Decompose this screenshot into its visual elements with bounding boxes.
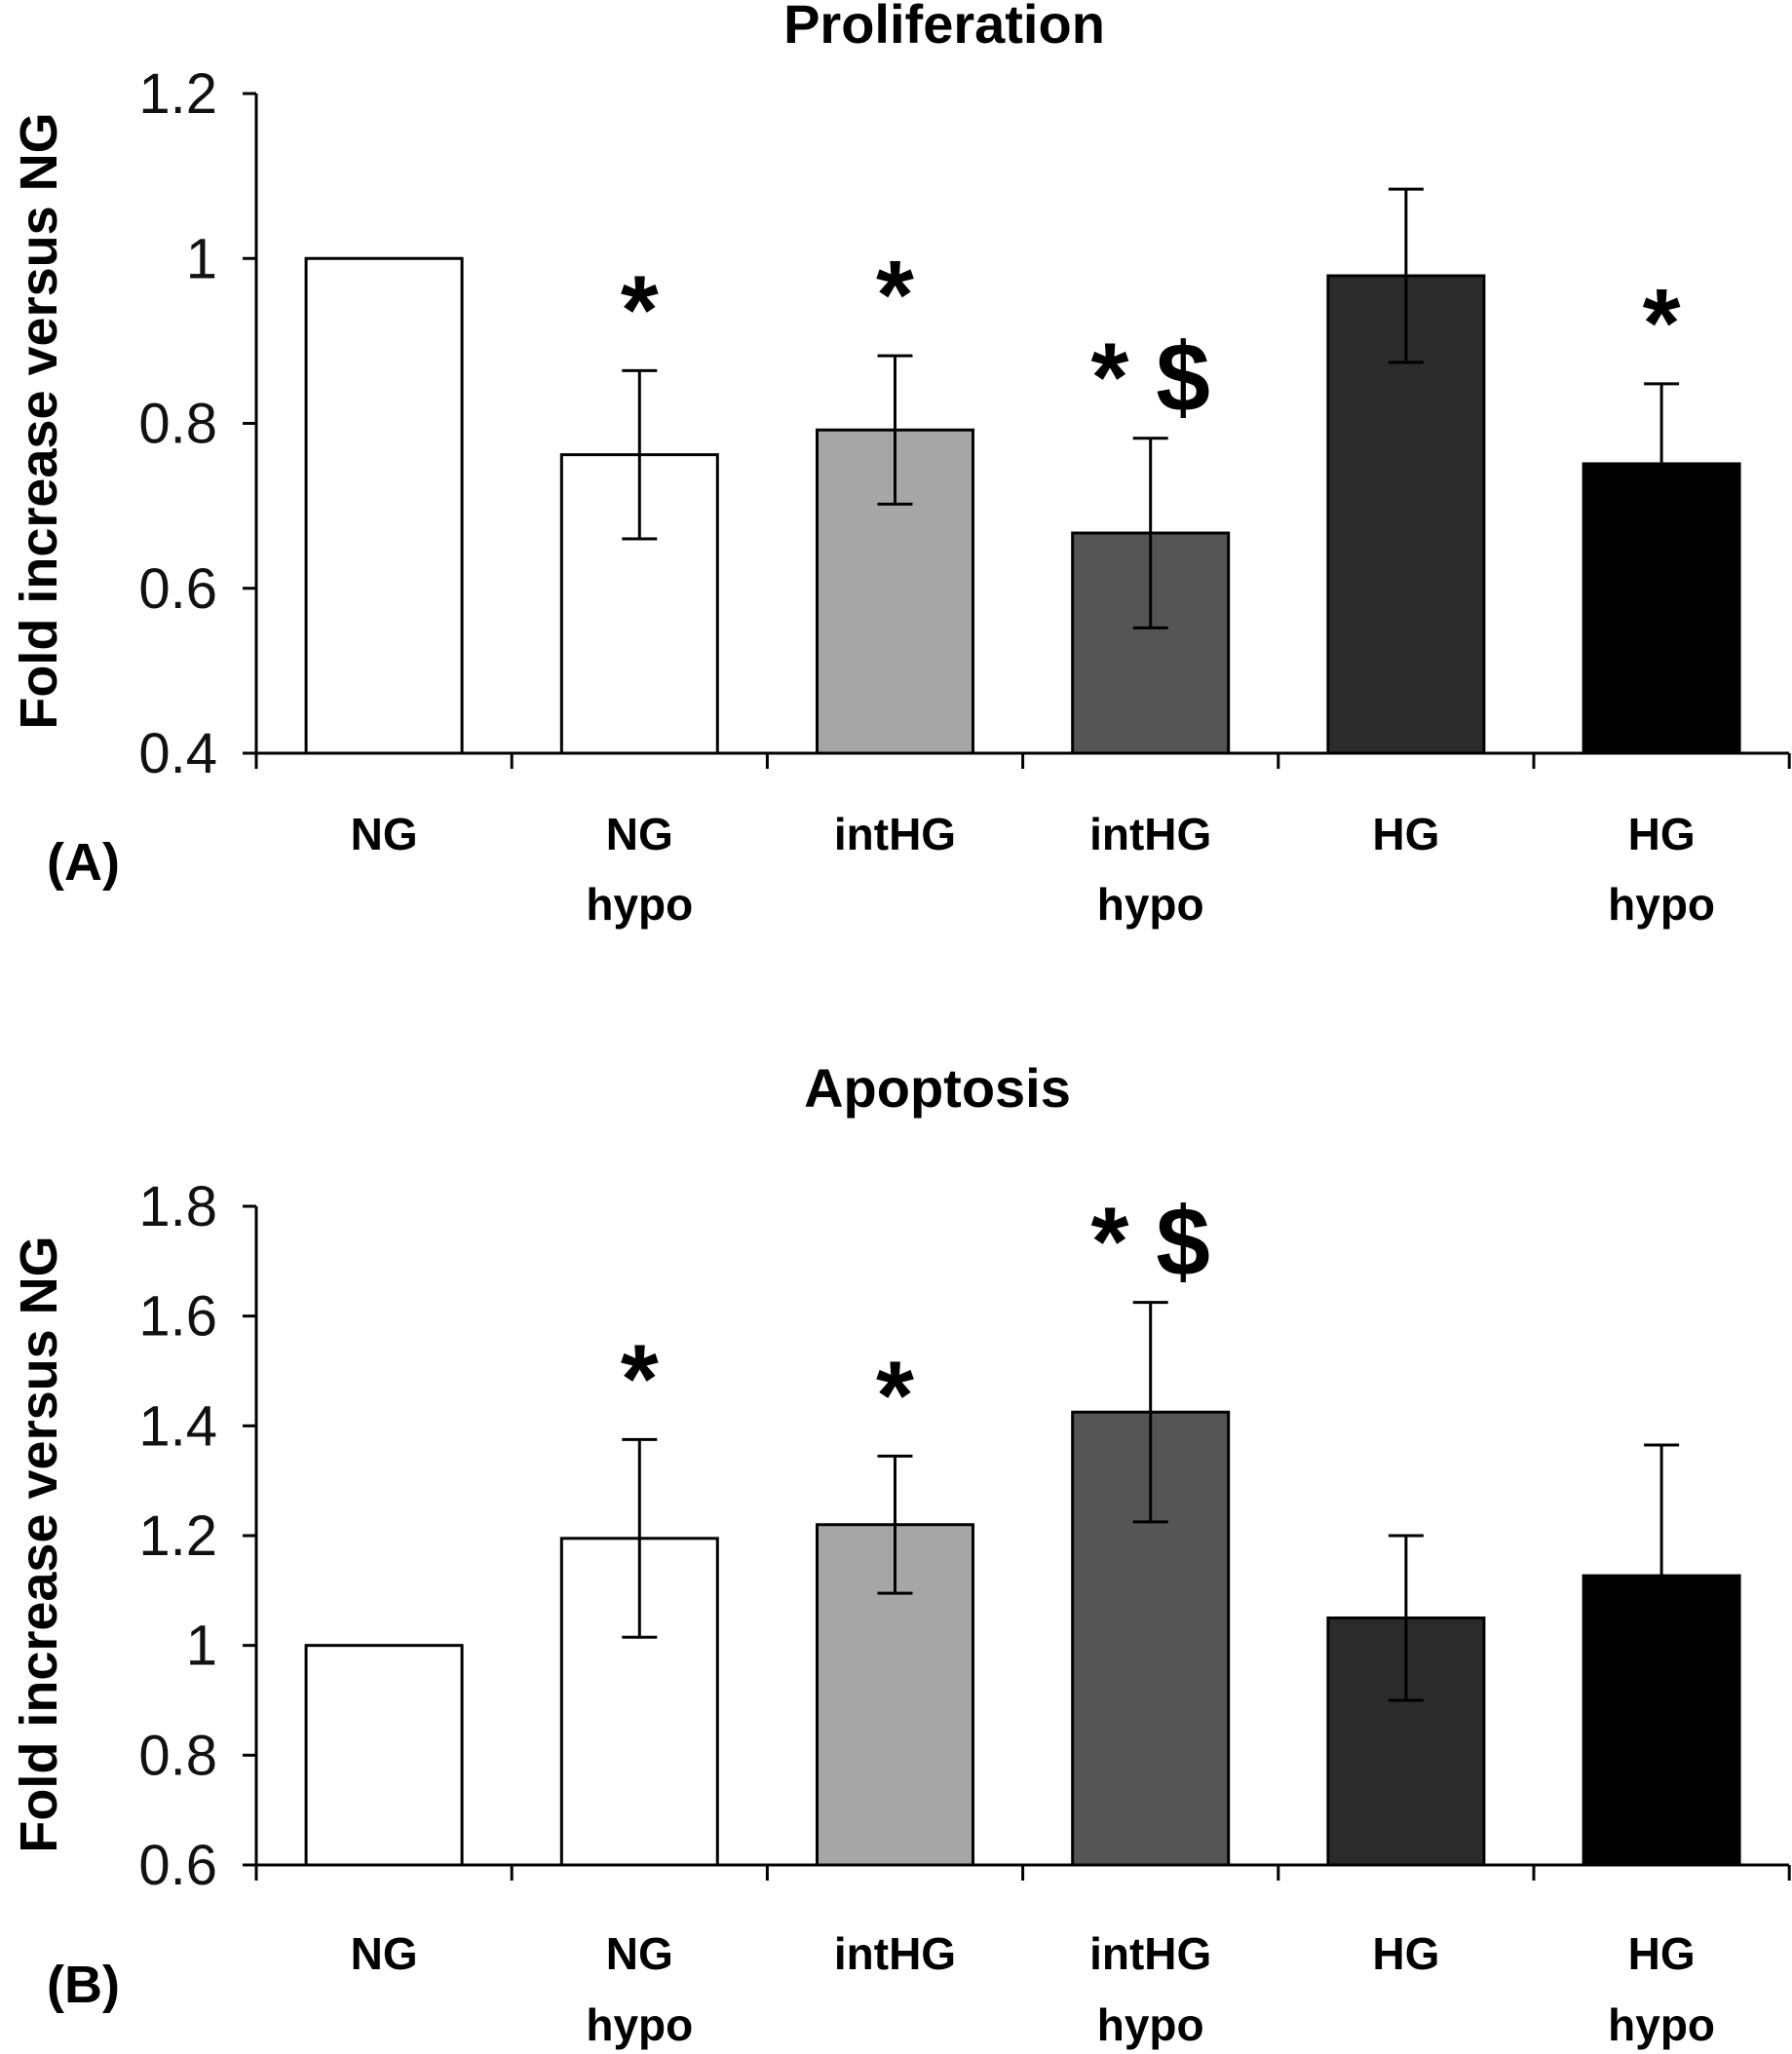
category-label: HG: [1628, 809, 1696, 859]
y-tick-label: 1.6: [138, 1285, 217, 1349]
bar: [304, 256, 464, 755]
y-axis-label: Fold increase versus NG: [10, 112, 68, 729]
category-label: hypo: [1097, 1999, 1204, 2050]
chart-title: Proliferation: [783, 0, 1105, 55]
category-label: NG: [351, 809, 418, 859]
y-tick-label: 1.4: [138, 1394, 217, 1458]
bar: [304, 1644, 464, 1867]
y-tick-label: 0.6: [138, 1834, 217, 1897]
category-label: hypo: [586, 1999, 693, 2050]
chart-title: Apoptosis: [804, 1057, 1071, 1119]
y-tick-label: 1.2: [138, 62, 217, 126]
category-label: intHG: [834, 809, 956, 859]
y-tick-label: 0.4: [138, 722, 217, 785]
y-tick-label: 0.8: [138, 393, 217, 456]
significance-mark: *: [621, 1324, 659, 1433]
category-label: intHG: [1089, 1928, 1211, 1979]
category-label: HG: [1372, 809, 1439, 859]
significance-mark: *: [876, 241, 914, 350]
significance-mark: *: [876, 1341, 914, 1450]
significance-mark: * $: [1091, 1188, 1210, 1297]
y-tick-label: 1: [186, 1615, 217, 1678]
category-label: HG: [1372, 1928, 1439, 1979]
category-label: NG: [351, 1928, 418, 1979]
significance-mark: *: [621, 255, 659, 364]
y-axis-label: Fold increase versus NG: [10, 1236, 68, 1852]
category-label: hypo: [1608, 879, 1715, 930]
significance-mark: *: [1643, 269, 1681, 378]
y-tick-label: 1.2: [138, 1504, 217, 1568]
category-label: NG: [606, 809, 673, 859]
y-tick-label: 0.6: [138, 557, 217, 621]
panel-label: (B): [47, 1956, 120, 2014]
significance-mark: * $: [1091, 323, 1210, 433]
proliferation-chart: Proliferation Fold increase versus NG (A…: [10, 0, 1791, 930]
category-label: NG: [606, 1928, 673, 1979]
category-label: hypo: [1097, 879, 1204, 930]
category-label: intHG: [1089, 809, 1211, 859]
y-tick-label: 0.8: [138, 1724, 217, 1787]
category-label: intHG: [834, 1928, 956, 1979]
apoptosis-chart: Apoptosis Fold increase versus NG (B) 0.…: [10, 1057, 1791, 2050]
category-label: HG: [1628, 1928, 1696, 1979]
y-tick-label: 1.8: [138, 1175, 217, 1238]
category-label: hypo: [1608, 1999, 1715, 2050]
y-tick-label: 1: [186, 227, 217, 290]
panel-label: (A): [47, 833, 120, 892]
category-label: hypo: [586, 879, 693, 930]
